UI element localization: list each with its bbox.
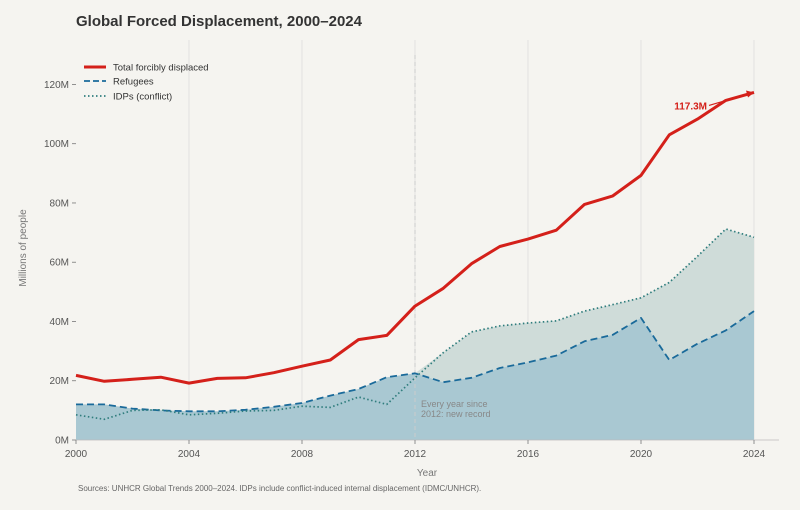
y-tick-label-60: 60M — [50, 258, 69, 269]
series-line-refugees — [76, 310, 755, 413]
final-value-arrowhead — [746, 90, 754, 98]
legend: Total forcibly displaced Refugees IDPs (… — [84, 63, 209, 103]
source-footnote: Sources: UNHCR Global Trends 2000–2024. … — [78, 484, 482, 493]
y-tick-label-120: 120M — [44, 80, 69, 91]
x-tick-label-2000: 2000 — [65, 449, 88, 460]
idps-area-fill — [76, 229, 754, 412]
x-axis-title: Year — [417, 468, 438, 479]
record-annotation-line2: 2012: new record — [421, 409, 491, 419]
x-tick-label-2012: 2012 — [404, 449, 427, 460]
final-value-arrow — [708, 92, 751, 107]
y-tick-label-80: 80M — [50, 198, 69, 209]
legend-label-refugees: Refugees — [113, 77, 154, 88]
y-tick-label-100: 100M — [44, 139, 69, 150]
legend-label-total: Total forcibly displaced — [113, 63, 209, 74]
series-line-total-forcibly-displaced — [75, 90, 755, 385]
y-tick-label-20: 20M — [50, 376, 69, 387]
x-tick-label-2024: 2024 — [743, 449, 766, 460]
x-tick-label-2004: 2004 — [178, 449, 201, 460]
x-tick-label-2008: 2008 — [291, 449, 314, 460]
axis-ticks: 2000 2004 2008 2012 2016 2020 2024 0M 20M 40M 60M 8… — [44, 80, 779, 460]
legend-label-idps: IDPs (conflict) — [113, 92, 172, 103]
y-axis-title: Millions of people — [18, 209, 29, 287]
series-line-idps-conflict — [75, 228, 755, 421]
chart-title: Global Forced Displacement, 2000–2024 — [76, 13, 362, 30]
record-annotation-line1: Every year since — [421, 399, 488, 409]
y-tick-label-40: 40M — [50, 317, 69, 328]
refugees-area-fill — [76, 311, 754, 440]
x-tick-label-2016: 2016 — [517, 449, 540, 460]
series-lines — [75, 90, 755, 421]
final-value-label: 117.3M — [674, 101, 707, 112]
y-tick-label-0: 0M — [55, 436, 69, 447]
x-tick-label-2020: 2020 — [630, 449, 653, 460]
